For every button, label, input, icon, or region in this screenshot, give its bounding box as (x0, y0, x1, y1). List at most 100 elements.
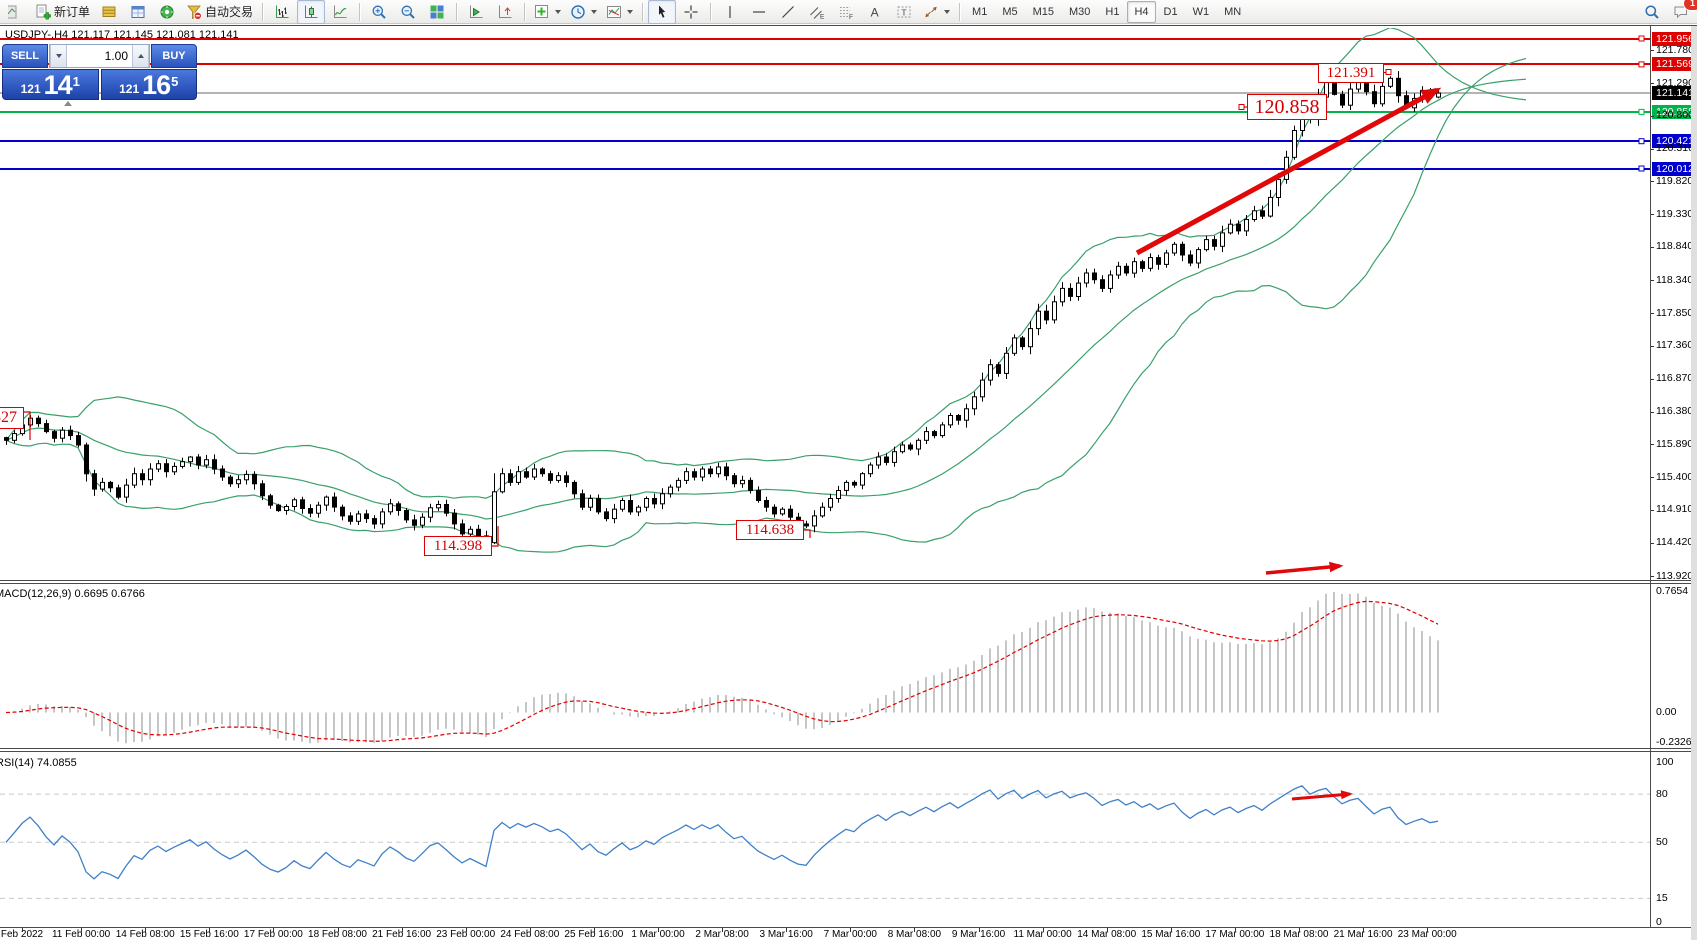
chevron-down-icon (555, 9, 562, 14)
pane-splitter-macd[interactable] (0, 580, 1697, 581)
chart-shift-button[interactable] (491, 0, 519, 24)
price-tag: 120.421 (1652, 134, 1697, 149)
macd-pane[interactable] (0, 584, 1650, 748)
timeframe-m30-button[interactable]: M30 (1069, 5, 1091, 18)
buy-price-display[interactable]: 121 16 5 (100, 69, 197, 100)
price-annotation-box[interactable]: 114.398 (424, 536, 492, 556)
auto-trading-icon (186, 4, 202, 20)
new-order-button[interactable]: 新订单 (31, 0, 94, 24)
volume-input[interactable]: 1.00 (104, 49, 128, 63)
equidistant-channel-button[interactable]: E (803, 0, 831, 24)
new-order-icon (35, 4, 51, 20)
horizontal-line-button[interactable] (745, 0, 773, 24)
auto-trading-button[interactable]: 自动交易 (182, 0, 257, 24)
price-annotation-box[interactable]: 120.858 (1247, 94, 1327, 120)
toolbar-separator (710, 2, 712, 21)
time-label: Feb 2022 (0, 929, 44, 940)
time-label: 15 Mar 16:00 (1141, 929, 1201, 940)
price-tick-mark (1650, 83, 1654, 84)
vertical-line-button[interactable] (716, 0, 744, 24)
zoom-out-button[interactable] (394, 0, 422, 24)
time-tick-mark (465, 927, 467, 932)
quote-panel-collapse-arrow[interactable] (64, 101, 72, 106)
time-tick-mark (1234, 927, 1236, 932)
price-annotation-box[interactable]: 114.638 (736, 520, 804, 540)
time-label: 24 Feb 08:00 (500, 929, 560, 940)
price-tag: 120.858 (1652, 104, 1697, 119)
time-tick-mark (1042, 927, 1044, 932)
arrows-button[interactable] (919, 0, 954, 24)
sell-price-display[interactable]: 121 14 1 (2, 69, 99, 100)
macd-scale-min: -0.2326 (1656, 736, 1692, 748)
timeframe-h4-button[interactable]: H4 (1127, 0, 1156, 23)
horizontal-level-line[interactable] (0, 167, 1650, 170)
timeframe-d1-button[interactable]: D1 (1163, 5, 1178, 18)
time-label: 15 Feb 16:00 (179, 929, 239, 940)
search-button[interactable] (1638, 0, 1666, 24)
macd-scale-max: 0.7654 (1656, 585, 1689, 597)
arrows-icon (923, 4, 939, 20)
time-label: 9 Mar 16:00 (951, 929, 1006, 940)
time-tick-mark (209, 927, 211, 932)
one-click-trading-panel: SELL 1.00 BUY 121 14 1 121 16 5 (2, 44, 197, 100)
signals-icon (159, 4, 175, 20)
price-annotation-box[interactable]: 121.391 (1318, 63, 1384, 83)
timeframe-h1-button[interactable]: H1 (1105, 5, 1120, 18)
timeframe-w1-button[interactable]: W1 (1192, 5, 1210, 18)
zoom-in-button[interactable] (365, 0, 393, 24)
price-tick-mark (1650, 542, 1654, 544)
clipped-chart-icon (8, 4, 24, 20)
horizontal-level-line[interactable] (0, 63, 1650, 66)
auto-scroll-button[interactable] (462, 0, 490, 24)
price-tick-label: 115.890 (1656, 437, 1694, 450)
new-order-button-label: 新订单 (54, 5, 91, 19)
candlestick-chart-button[interactable] (297, 0, 326, 24)
price-annotation-box[interactable]: 327 (0, 407, 24, 429)
price-chart-pane[interactable] (0, 26, 1650, 580)
pane-splitter-rsi[interactable] (0, 748, 1697, 749)
periods-button[interactable] (566, 0, 601, 24)
trendline-button[interactable] (774, 0, 802, 24)
svg-text:T: T (901, 7, 906, 17)
auto-trading-button-label: 自动交易 (205, 5, 254, 19)
current-price-line[interactable] (0, 92, 1650, 94)
rsi-pane[interactable] (0, 752, 1650, 927)
time-tick-mark (850, 927, 852, 932)
timeframe-m15-button[interactable]: M15 (1032, 5, 1054, 18)
time-label: 18 Feb 08:00 (308, 929, 367, 940)
horizontal-level-line[interactable] (0, 140, 1650, 143)
time-label: 17 Feb 00:00 (243, 929, 303, 940)
price-tag: 121.569 (1652, 57, 1697, 72)
text-button[interactable]: A (861, 0, 889, 24)
timeframe-m1-button[interactable]: M1 (972, 5, 988, 18)
price-tick-label: 116.870 (1656, 372, 1694, 385)
tile-windows-button[interactable] (423, 0, 451, 24)
signals-button[interactable] (153, 0, 181, 24)
line-chart-button[interactable] (326, 0, 354, 24)
price-tick-mark (1650, 50, 1654, 52)
sell-price-big: 14 (43, 70, 73, 100)
cursor-button[interactable] (648, 0, 677, 24)
price-tick-mark (1650, 313, 1654, 315)
data-window-button[interactable] (124, 0, 152, 24)
horizontal-level-line[interactable] (0, 37, 1650, 40)
timeframe-mn-button[interactable]: MN (1224, 5, 1242, 18)
templates-button[interactable] (602, 0, 637, 24)
market-watch-button[interactable] (95, 0, 123, 24)
macd-indicator-label: MACD(12,26,9) 0.6695 0.6766 (0, 588, 145, 600)
timeframe-m5-button[interactable]: M5 (1002, 5, 1018, 18)
clipped-icon[interactable] (2, 0, 30, 24)
indicators-button[interactable] (530, 0, 565, 24)
buy-button[interactable]: BUY (151, 44, 197, 68)
fibonacci-button[interactable]: F (832, 0, 860, 24)
text-label-button[interactable]: T (890, 0, 918, 24)
sell-button[interactable]: SELL (2, 44, 48, 68)
crosshair-button[interactable] (677, 0, 705, 24)
time-tick-mark (1427, 927, 1429, 932)
bar-chart-button[interactable] (268, 0, 296, 24)
rsi-scale-label: 15 (1656, 891, 1668, 904)
horizontal-level-line[interactable] (0, 110, 1650, 113)
price-tick-mark (1650, 477, 1654, 479)
volume-increase-button[interactable] (132, 45, 149, 67)
volume-decrease-button[interactable] (50, 45, 67, 67)
